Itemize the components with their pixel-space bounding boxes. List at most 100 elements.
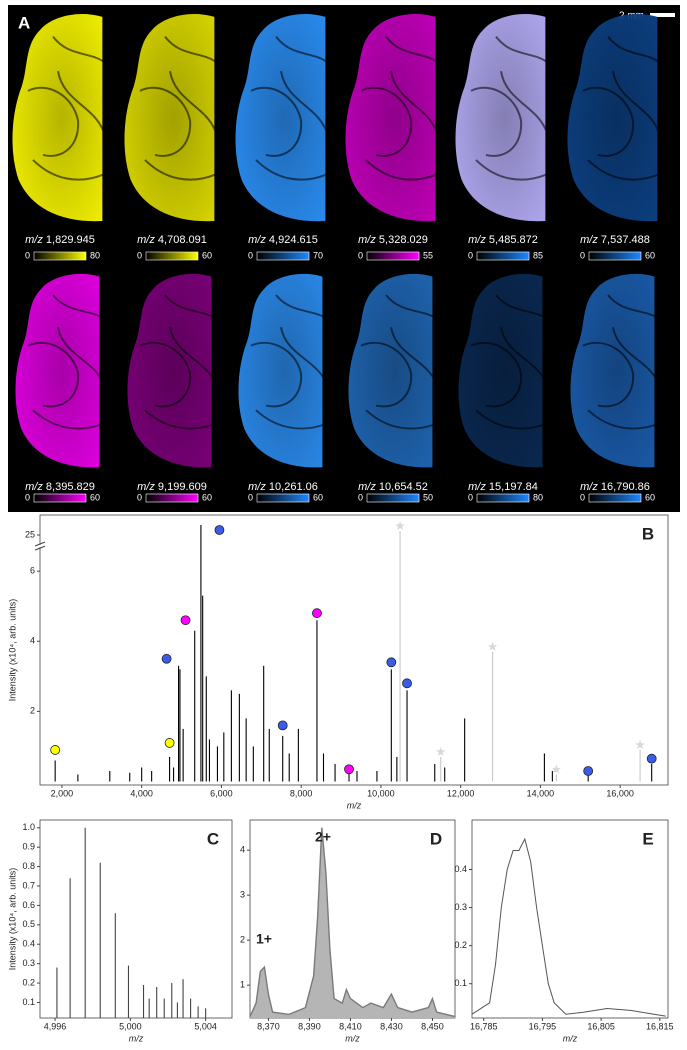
y-tick-label: 2 [240,935,245,945]
section-detail [275,36,327,63]
y-tick-label: 0.2 [454,940,467,950]
scale-bar [650,13,675,17]
colorbar [588,493,642,503]
panel-letter: C [207,829,219,848]
plot-frame [39,514,669,786]
section-detail [582,86,635,157]
y-tick-label: 0.9 [22,842,35,852]
plot-frame [249,819,456,1019]
mz-label: m/z 16,790.86 [580,481,650,493]
colorbar-max: 60 [202,250,212,260]
ion-image: m/z 1,829.945 0 80 [12,14,104,260]
colorbar [145,251,199,261]
x-tick-label: 6,000 [210,788,233,798]
section-detail [250,86,303,157]
ion-image: m/z 10,261.060 60 [238,273,327,502]
profile-line [249,827,456,1018]
mz-prefix: m/z [248,481,266,493]
x-tick-label: 8,370 [257,1021,280,1031]
charts: B 2,000 4,000 6,000 8,000 10,000 12,000 14,000 1… [7,514,674,1043]
panel-letter: A [18,13,30,32]
section-detail [164,294,216,319]
section-detail [169,70,216,131]
axis-break-gap [35,545,45,548]
y-axis-label: Intensity (x10⁴, arb. units) [7,599,17,701]
section-detail [255,409,327,430]
x-tick-label: 10,000 [367,788,395,798]
section-detail [169,327,216,383]
mz-prefix: m/z [25,234,43,246]
charge-annotation: 2+ [315,829,331,845]
peak-marker [646,753,657,764]
section-detail [390,327,437,383]
section-detail [612,70,659,131]
section-detail [475,409,547,430]
section-detail [390,70,437,131]
mz-prefix: m/z [248,234,266,246]
x-axis-label: m/z [563,1033,578,1043]
colorbar-max: 80 [90,250,100,260]
panel-a: m/z 1,829.945 0 80 m/z 4,708.091 0 60 m/z 4,92… [12,14,659,503]
colorbar-min: 0 [358,492,363,502]
section-detail [139,341,192,408]
section-detail [365,409,437,430]
peak-marker [161,653,172,664]
x-tick-label: 5,004 [194,1021,217,1031]
section-detail [250,341,303,408]
charge-annotation: 1+ [256,931,272,947]
section-detail [607,294,659,319]
section-detail [500,327,547,383]
mz-prefix: m/z [358,234,376,246]
y-tick-label: 4 [30,636,35,646]
mz-value: 1,829.945 [46,234,95,246]
section-detail [500,70,547,131]
mz-value: 9,199.609 [158,481,207,493]
mz-value: 16,790.86 [601,481,650,493]
section-detail [164,36,216,63]
plot-frame [39,819,233,1019]
section-detail [52,294,104,319]
section-detail [32,409,104,430]
section-detail [32,159,104,181]
x-tick-label: 16,805 [587,1021,615,1031]
ion-image: m/z 10,654.520 50 [348,273,437,502]
x-tick-label: 16,815 [646,1021,674,1031]
y-tick-label: 0.4 [454,864,467,874]
colorbar-min: 0 [468,492,473,502]
colorbar [256,251,310,261]
y-tick-label: 4 [240,845,245,855]
profile-line [471,837,666,1017]
panel-a-background [8,5,680,512]
colorbar [145,493,199,503]
mz-label: m/z 15,197.84 [468,481,538,493]
x-tick-label: 8,410 [339,1021,362,1031]
section-detail [139,86,192,157]
y-tick-label: 3 [240,890,245,900]
section-detail [57,327,104,383]
mz-value: 5,328.029 [379,234,428,246]
section-detail [587,409,659,430]
section-detail [365,159,437,181]
section-detail [57,70,104,131]
mz-prefix: m/z [580,234,598,246]
x-tick-label: 8,000 [290,788,313,798]
excluded-star [635,739,645,749]
mz-label: m/z 8,395.829 [25,481,95,493]
mz-label: m/z 10,261.06 [248,481,318,493]
y-tick-label: 0.1 [22,997,35,1007]
peak-marker [164,738,175,748]
mz-prefix: m/z [468,234,486,246]
y-tick-label: 0.7 [22,880,35,890]
section-detail [385,294,437,319]
ion-image: m/z 4,924.615 0 70 [235,14,327,261]
peak-marker [312,608,322,619]
x-tick-label: 8,430 [380,1021,403,1031]
mz-prefix: m/z [137,234,155,246]
mz-label: m/z 1,829.945 [25,234,95,246]
colorbar-max: 50 [423,492,433,502]
section-detail [360,86,413,157]
y-tick-label: 1 [240,980,245,990]
